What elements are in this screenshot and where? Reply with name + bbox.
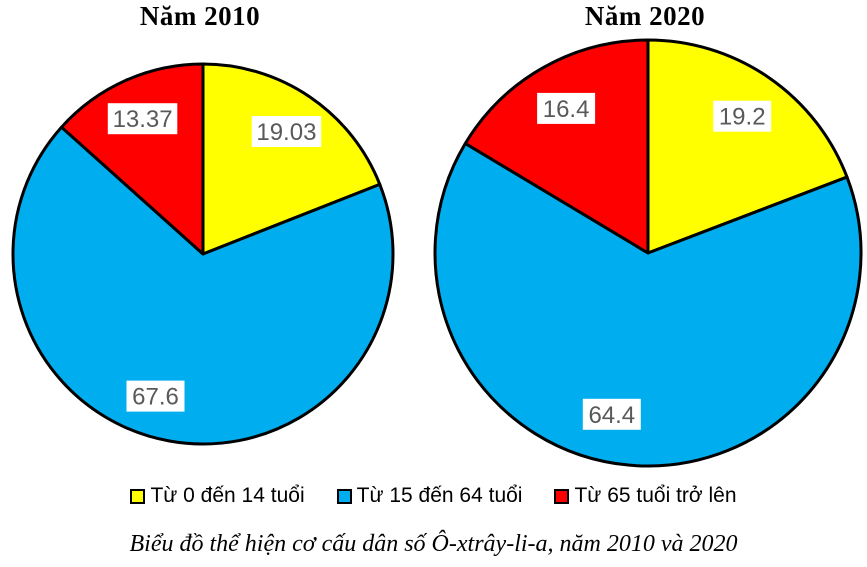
slice-value-label-box [537, 92, 596, 124]
legend-swatch-blue-icon [336, 488, 352, 504]
slice-value-label-box [126, 380, 185, 412]
slice-value-label-box [107, 103, 178, 135]
slice-value-label: 67.6 [132, 384, 179, 411]
slice-value-label: 64.4 [588, 402, 635, 429]
legend: Từ 0 đến 14 tuổi Từ 15 đến 64 tuổi Từ 65… [0, 484, 867, 508]
legend-swatch-yellow-icon [130, 488, 146, 504]
pie-slice [201, 62, 382, 256]
slice-value-label: 13.37 [113, 106, 173, 133]
slice-value-label: 16.4 [543, 96, 590, 123]
legend-swatch-red-icon [554, 488, 570, 504]
legend-item-15-64: Từ 15 đến 64 tuổi [336, 484, 523, 508]
pie-slice [463, 38, 650, 255]
legend-item-65-plus: Từ 65 tuổi trở lên [554, 484, 737, 508]
legend-label: Từ 15 đến 64 tuổi [356, 484, 523, 507]
slice-value-label-box [582, 398, 641, 430]
pie-2020 [433, 38, 863, 468]
pie-2010 [11, 62, 395, 446]
legend-label: Từ 65 tuổi trở lên [574, 484, 737, 507]
pie-title-2010: Năm 2010 [139, 1, 261, 31]
legend-item-0-14: Từ 0 đến 14 tuổi [130, 484, 305, 508]
figure-caption: Biểu đồ thể hiện cơ cấu dân số Ô-xtrây-l… [129, 531, 738, 557]
legend-label: Từ 0 đến 14 tuổi [150, 484, 305, 507]
pie-slice [646, 38, 849, 255]
slice-value-label: 19.03 [256, 119, 316, 146]
slice-value-label: 19.2 [719, 104, 766, 131]
slice-value-label-box [713, 100, 772, 132]
pie-slice [433, 141, 863, 468]
pie-slice [11, 125, 395, 446]
pie-title-2020: Năm 2020 [584, 1, 706, 31]
slice-value-label-box [251, 116, 322, 147]
